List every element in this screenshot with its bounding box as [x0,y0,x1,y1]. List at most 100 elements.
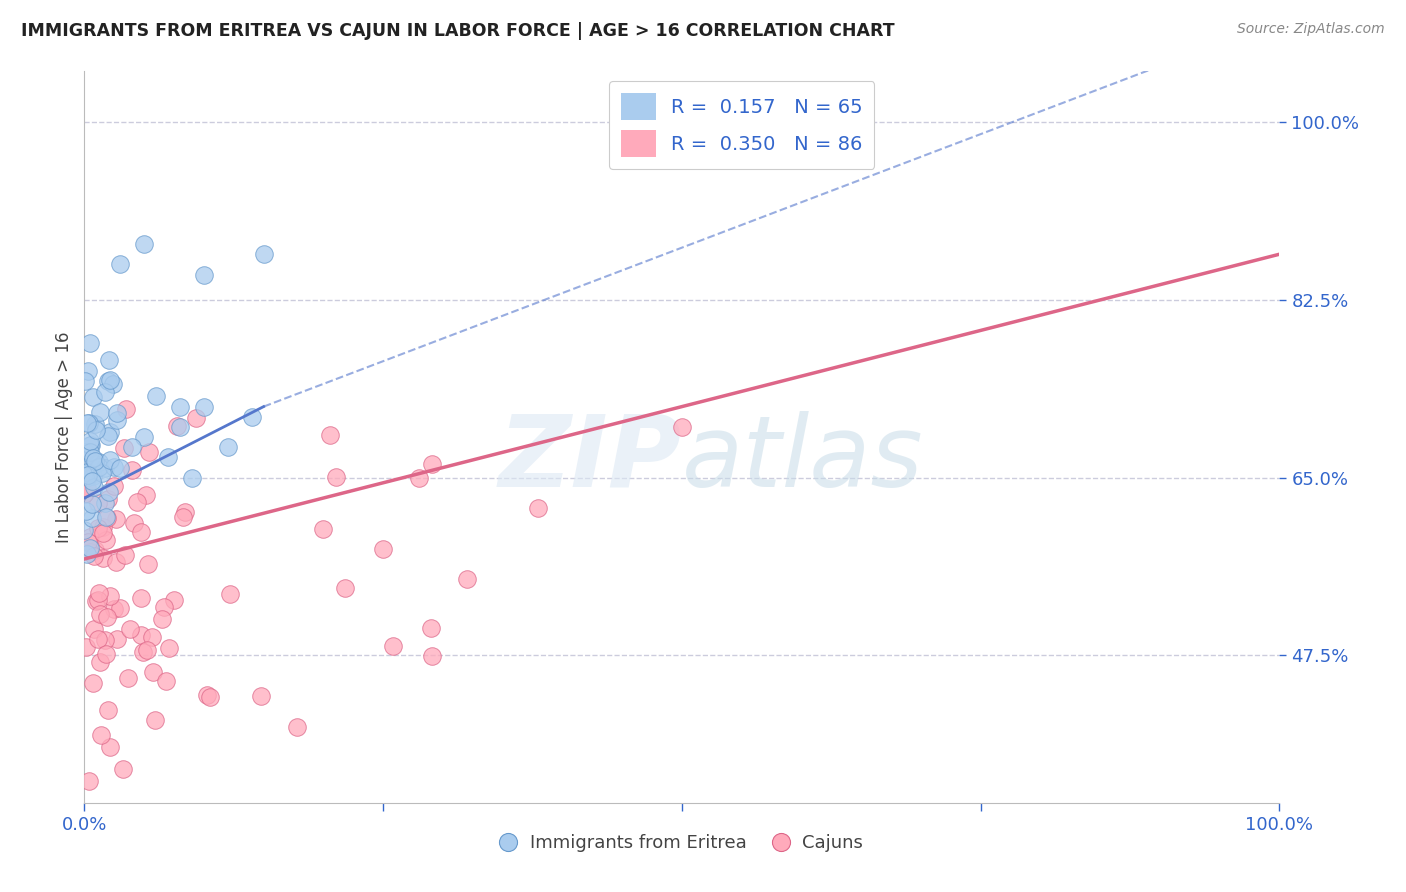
Point [129,591,152,605]
Point [110,601,132,615]
Point [89,460,111,475]
Point [87,521,110,535]
Point [77,467,100,482]
Point [96,610,118,624]
Point [82,450,104,465]
Point [98,453,121,467]
Point [98,589,121,603]
Point [97,492,120,507]
Point [184,410,207,425]
Point [169,420,191,434]
Point [110,257,132,271]
Point [103,479,125,493]
Point [84,457,107,471]
Point [408,471,430,485]
Point [76,481,98,495]
Point [91,525,114,540]
Point [89,655,111,669]
Point [240,409,263,424]
Point [94,384,117,399]
Point [373,541,395,556]
Point [253,247,276,261]
Point [84,417,107,431]
Point [79,445,101,459]
Point [79,530,101,544]
Point [420,648,443,663]
Point [90,466,112,480]
Point [80,455,103,469]
Point [83,543,105,558]
Point [79,437,101,451]
Point [82,469,104,483]
Point [97,374,120,388]
Point [83,480,105,494]
Text: IMMIGRANTS FROM ERITREA VS CAJUN IN LABOR FORCE | AGE > 16 CORRELATION CHART: IMMIGRANTS FROM ERITREA VS CAJUN IN LABO… [21,22,894,40]
Text: Source: ZipAtlas.com: Source: ZipAtlas.com [1237,22,1385,37]
Point [82,511,104,525]
Point [157,641,180,656]
Point [97,484,120,499]
Point [132,645,155,659]
Point [333,581,356,595]
Point [127,495,149,509]
Point [73,523,96,537]
Point [145,389,167,403]
Point [118,622,141,636]
Point [98,425,121,439]
Point [145,713,167,727]
Point [73,466,96,480]
Point [79,541,101,555]
Point [91,550,114,565]
Point [89,586,111,600]
Point [76,547,98,561]
Point [172,509,194,524]
Point [121,462,143,476]
Point [381,639,404,653]
Point [86,496,108,510]
Point [94,495,117,509]
Point [82,390,104,404]
Point [312,521,335,535]
Point [75,640,97,655]
Point [105,406,128,420]
Point [136,557,159,571]
Point [319,427,342,442]
Point [456,572,478,586]
Point [97,703,120,717]
Point [527,501,550,516]
Point [76,416,98,430]
Point [94,632,117,647]
Point [325,470,347,484]
Point [82,676,104,690]
Point [103,377,125,392]
Point [80,497,103,511]
Point [420,457,443,471]
Point [79,545,101,559]
Point [98,373,121,387]
Point [142,665,165,679]
Point [671,420,693,434]
Y-axis label: In Labor Force | Age > 16: In Labor Force | Age > 16 [55,331,73,543]
Point [132,237,156,252]
Point [77,774,100,789]
Point [96,510,118,524]
Point [105,555,128,569]
Point [193,268,215,282]
Point [157,450,180,465]
Point [174,505,197,519]
Point [94,648,117,662]
Point [105,632,128,647]
Point [87,632,110,646]
Point [166,418,188,433]
Point [114,548,136,562]
Point [73,445,96,459]
Point [89,405,111,419]
Point [103,460,125,475]
Point [141,631,163,645]
Point [104,512,127,526]
Point [250,689,273,703]
Point [97,353,120,368]
Point [90,728,112,742]
Point [98,739,121,754]
Point [152,599,174,614]
